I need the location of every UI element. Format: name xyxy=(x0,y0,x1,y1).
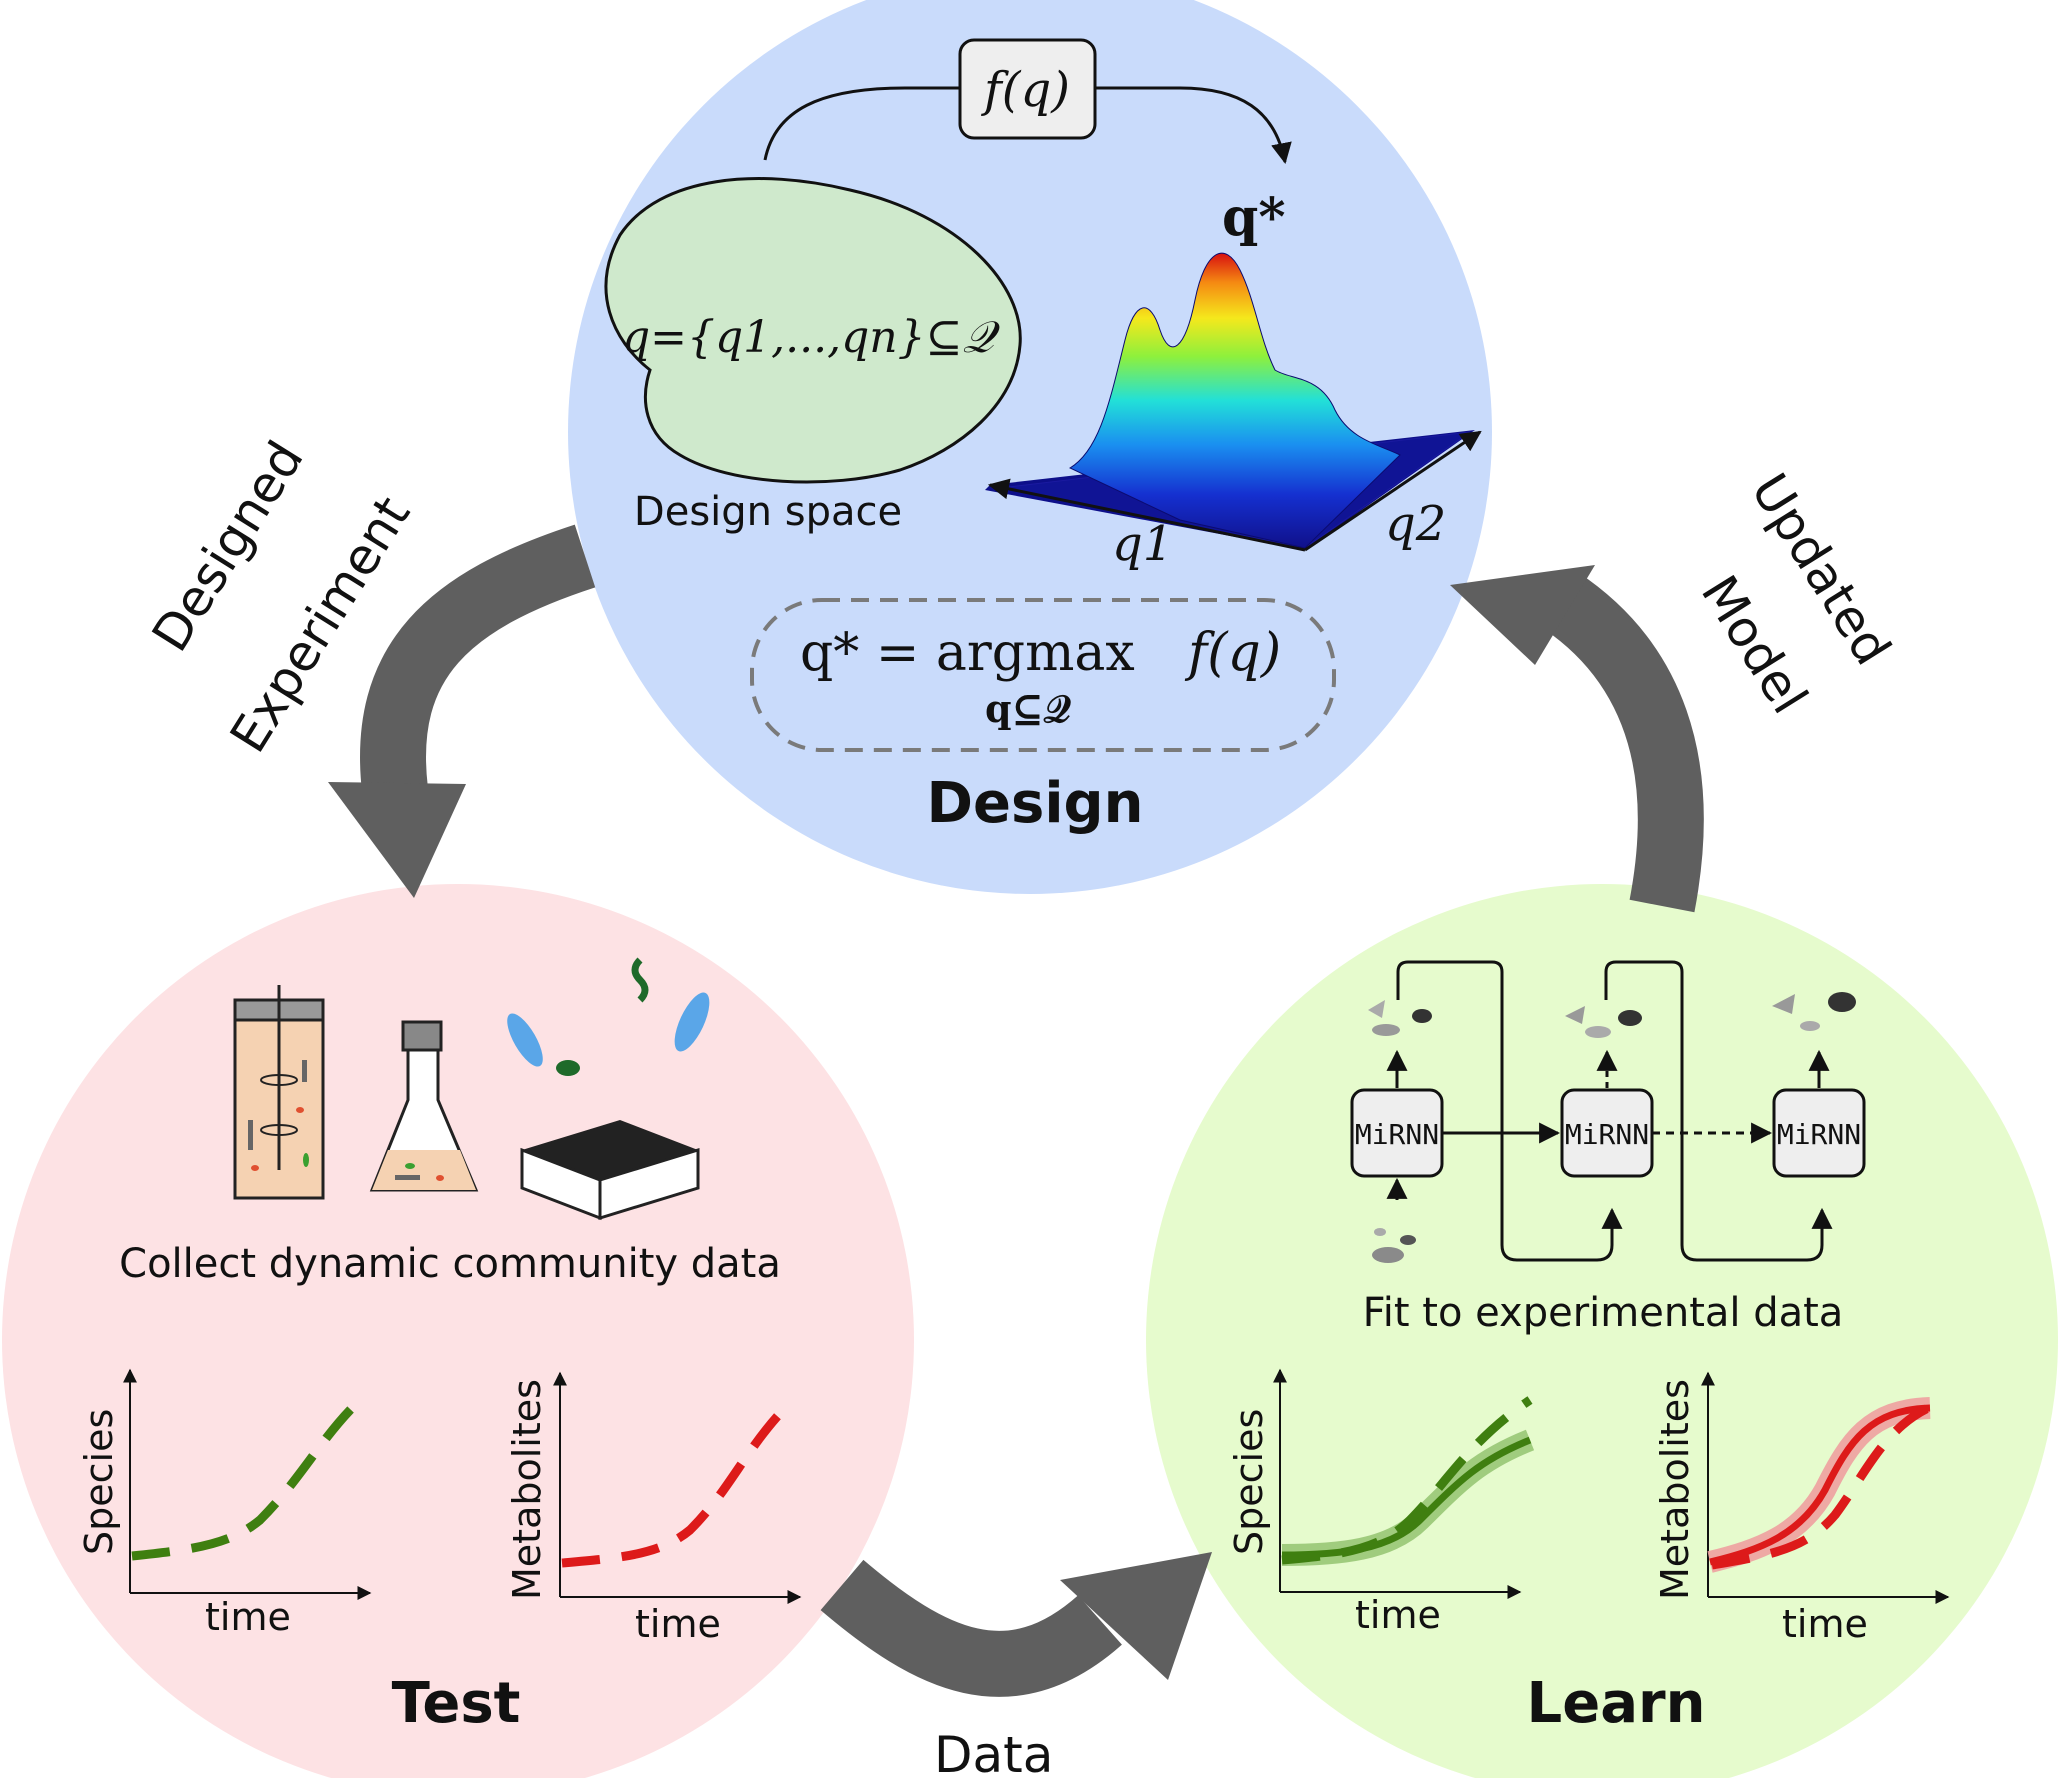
learn-metabolites-fit xyxy=(1709,1404,1931,1566)
test-metabolites-curve xyxy=(561,1404,789,1568)
surface-peaks xyxy=(1068,252,1401,549)
learn-title: Learn xyxy=(1527,1671,1706,1736)
well-plate-icon xyxy=(507,957,710,1221)
learn-species-plot: Species time xyxy=(1227,1368,1535,1637)
bioreactor-icon xyxy=(233,985,325,1200)
objective-box xyxy=(958,38,1097,140)
test-circle xyxy=(2,884,914,1778)
axis-q1-line xyxy=(987,478,1306,552)
species-glyphs-out-3 xyxy=(1772,992,1856,1031)
svg-text:MiRNN: MiRNN xyxy=(1355,1118,1439,1151)
optimum-label: q* xyxy=(1222,187,1286,248)
data-label: Data xyxy=(934,1726,1053,1778)
flask-icon xyxy=(369,1020,479,1192)
test-metabolites-ylabel: Metabolites xyxy=(505,1379,549,1600)
argmax-rhs: f(q) xyxy=(1184,623,1281,683)
learn-species-fit xyxy=(1281,1436,1532,1559)
designed-experiment-arrow xyxy=(328,524,596,898)
mirnn-block-1: MiRNN xyxy=(1350,1088,1444,1178)
test-caption: Collect dynamic community data xyxy=(119,1241,781,1287)
learn-species-xlabel: time xyxy=(1355,1593,1441,1637)
argmax-lhs: q* = argmax xyxy=(800,623,1135,683)
mirnn-block-2: MiRNN xyxy=(1560,1088,1654,1178)
design-space-set: q={q1,...,qn}⊆𝒬 xyxy=(622,312,1000,363)
learn-metabolites-data xyxy=(1711,1400,1937,1570)
learn-species-ylabel: Species xyxy=(1227,1409,1271,1555)
species-glyphs-out-1 xyxy=(1368,1000,1432,1036)
data-arrow xyxy=(820,1552,1212,1697)
argmax-box xyxy=(750,598,1336,752)
svg-text:MiRNN: MiRNN xyxy=(1777,1118,1861,1151)
mirnn-block-3: MiRNN xyxy=(1772,1088,1866,1178)
test-metabolites-xlabel: time xyxy=(635,1602,721,1646)
design-space-blob xyxy=(604,177,1022,484)
design-panel: f(q) q={q1,...,qn}⊆𝒬 Design space q1 q2 … xyxy=(604,38,1482,836)
svg-text:MiRNN: MiRNN xyxy=(1565,1118,1649,1151)
test-species-ylabel: Species xyxy=(77,1409,121,1555)
objective-box-label: f(q) xyxy=(981,62,1070,118)
design-space-label: Design space xyxy=(634,489,902,535)
species-glyphs-input xyxy=(1372,1228,1416,1263)
learn-metabolites-ylabel: Metabolites xyxy=(1653,1379,1697,1600)
surface-plot: q1 q2 q* xyxy=(985,187,1482,572)
learn-metabolites-plot: Metabolites time xyxy=(1653,1371,1950,1646)
updated-model-arrow xyxy=(1450,565,1704,913)
test-species-plot: Species time xyxy=(77,1368,372,1639)
species-glyphs-out-2 xyxy=(1565,1006,1642,1038)
test-species-curve xyxy=(131,1401,359,1561)
axis-q1-label: q1 xyxy=(1112,516,1173,572)
axis-q2-line xyxy=(1304,430,1482,552)
learn-caption: Fit to experimental data xyxy=(1363,1290,1844,1336)
argmax-sub: q⊆𝒬 xyxy=(985,686,1071,731)
objective-arrow xyxy=(763,86,1292,165)
learn-species-data xyxy=(1281,1396,1533,1565)
learn-metabolites-xlabel: time xyxy=(1782,1602,1868,1646)
design-title: Design xyxy=(927,771,1144,836)
test-panel: Collect dynamic community data Species t… xyxy=(77,957,802,1736)
test-species-xlabel: time xyxy=(205,1595,291,1639)
axis-q2-label: q2 xyxy=(1385,496,1446,552)
test-metabolites-plot: Metabolites time xyxy=(505,1371,802,1646)
test-title: Test xyxy=(392,1671,521,1736)
learn-panel: MiRNN MiRNN MiRNN xyxy=(1227,960,1950,1736)
